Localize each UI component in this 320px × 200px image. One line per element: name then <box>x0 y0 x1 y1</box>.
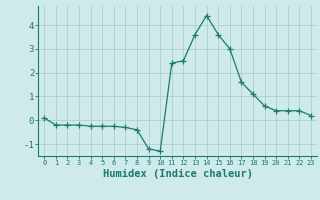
X-axis label: Humidex (Indice chaleur): Humidex (Indice chaleur) <box>103 169 252 179</box>
